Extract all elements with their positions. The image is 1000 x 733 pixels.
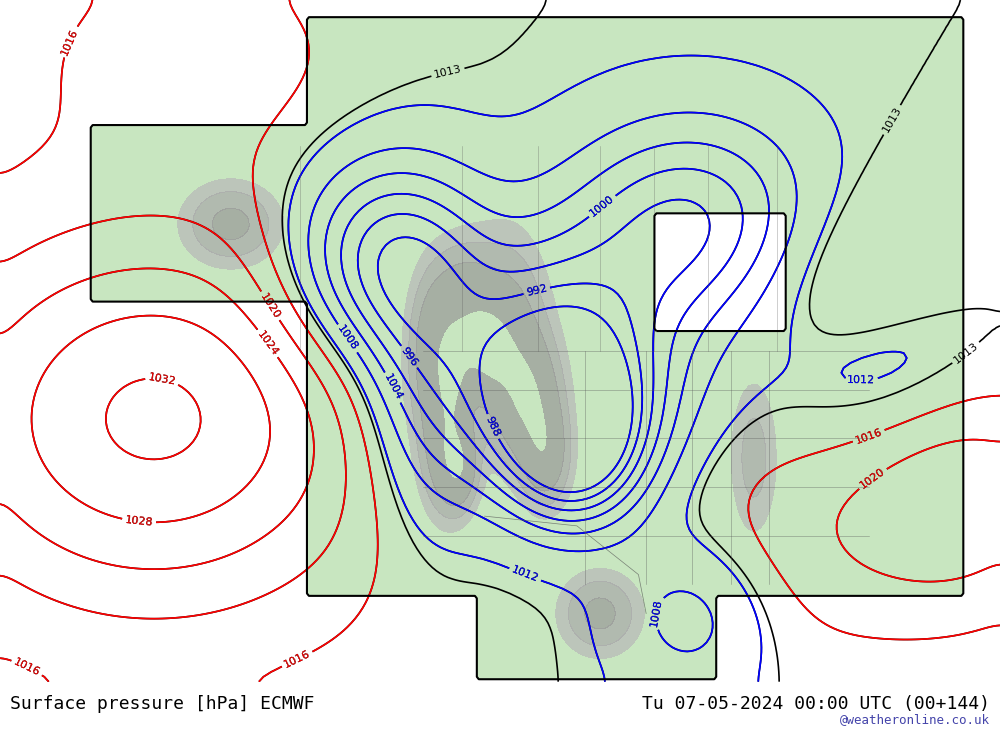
Text: 992: 992 [525,283,548,298]
Text: 1008: 1008 [335,324,360,353]
Text: 1013: 1013 [881,105,903,134]
Text: 1013: 1013 [433,64,463,80]
Text: Tu 07-05-2024 00:00 UTC (00+144): Tu 07-05-2024 00:00 UTC (00+144) [642,695,990,712]
Text: 1016: 1016 [283,649,312,670]
Text: 996: 996 [399,345,420,368]
Text: 1028: 1028 [124,515,154,528]
Text: @weatheronline.co.uk: @weatheronline.co.uk [840,712,990,726]
Text: 988: 988 [484,415,502,438]
Text: 1020: 1020 [858,466,887,490]
Text: 1012: 1012 [510,564,540,584]
Text: 1032: 1032 [147,372,177,386]
Text: 1016: 1016 [12,657,42,678]
Text: 1016: 1016 [854,427,884,446]
Text: 1000: 1000 [588,194,616,219]
Text: 1004: 1004 [382,372,404,402]
Text: 1013: 1013 [952,341,980,366]
Text: 1016: 1016 [854,427,884,446]
Text: 996: 996 [399,345,420,368]
Text: 1024: 1024 [255,329,280,358]
Text: 1008: 1008 [649,598,664,627]
Text: 1000: 1000 [588,194,616,219]
Text: 1020: 1020 [259,291,282,320]
Text: 988: 988 [484,415,502,438]
Text: 1012: 1012 [510,564,540,584]
Text: 1032: 1032 [147,372,177,386]
Text: 1028: 1028 [124,515,154,528]
Text: 1016: 1016 [59,26,80,56]
Text: 1016: 1016 [12,657,42,678]
Text: 992: 992 [525,283,548,298]
Text: 1020: 1020 [858,466,887,490]
Text: 1016: 1016 [59,26,80,56]
Text: 1008: 1008 [649,598,664,627]
Text: 1020: 1020 [259,291,282,320]
Text: 1012: 1012 [847,375,875,386]
Text: 1016: 1016 [283,649,312,670]
Text: 1004: 1004 [382,372,404,402]
Text: 1024: 1024 [255,329,280,358]
Text: 1012: 1012 [847,375,875,386]
Text: 1008: 1008 [335,324,360,353]
Text: Surface pressure [hPa] ECMWF: Surface pressure [hPa] ECMWF [10,695,314,712]
